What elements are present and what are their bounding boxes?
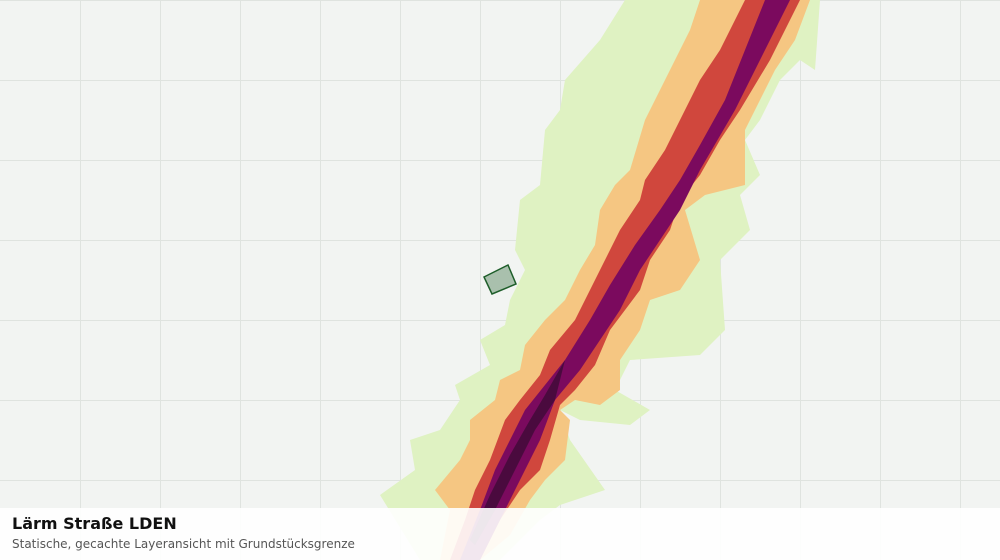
- noise-zone-very-high: [460, 0, 790, 560]
- noise-zone-extreme: [470, 360, 565, 545]
- info-panel: Lärm Straße LDEN Statische, gecachte Lay…: [0, 508, 1000, 560]
- layer-title: Lärm Straße LDEN: [12, 514, 177, 533]
- parcel-boundary[interactable]: [483, 263, 517, 295]
- layer-subtitle: Statische, gecachte Layeransicht mit Gru…: [12, 537, 355, 551]
